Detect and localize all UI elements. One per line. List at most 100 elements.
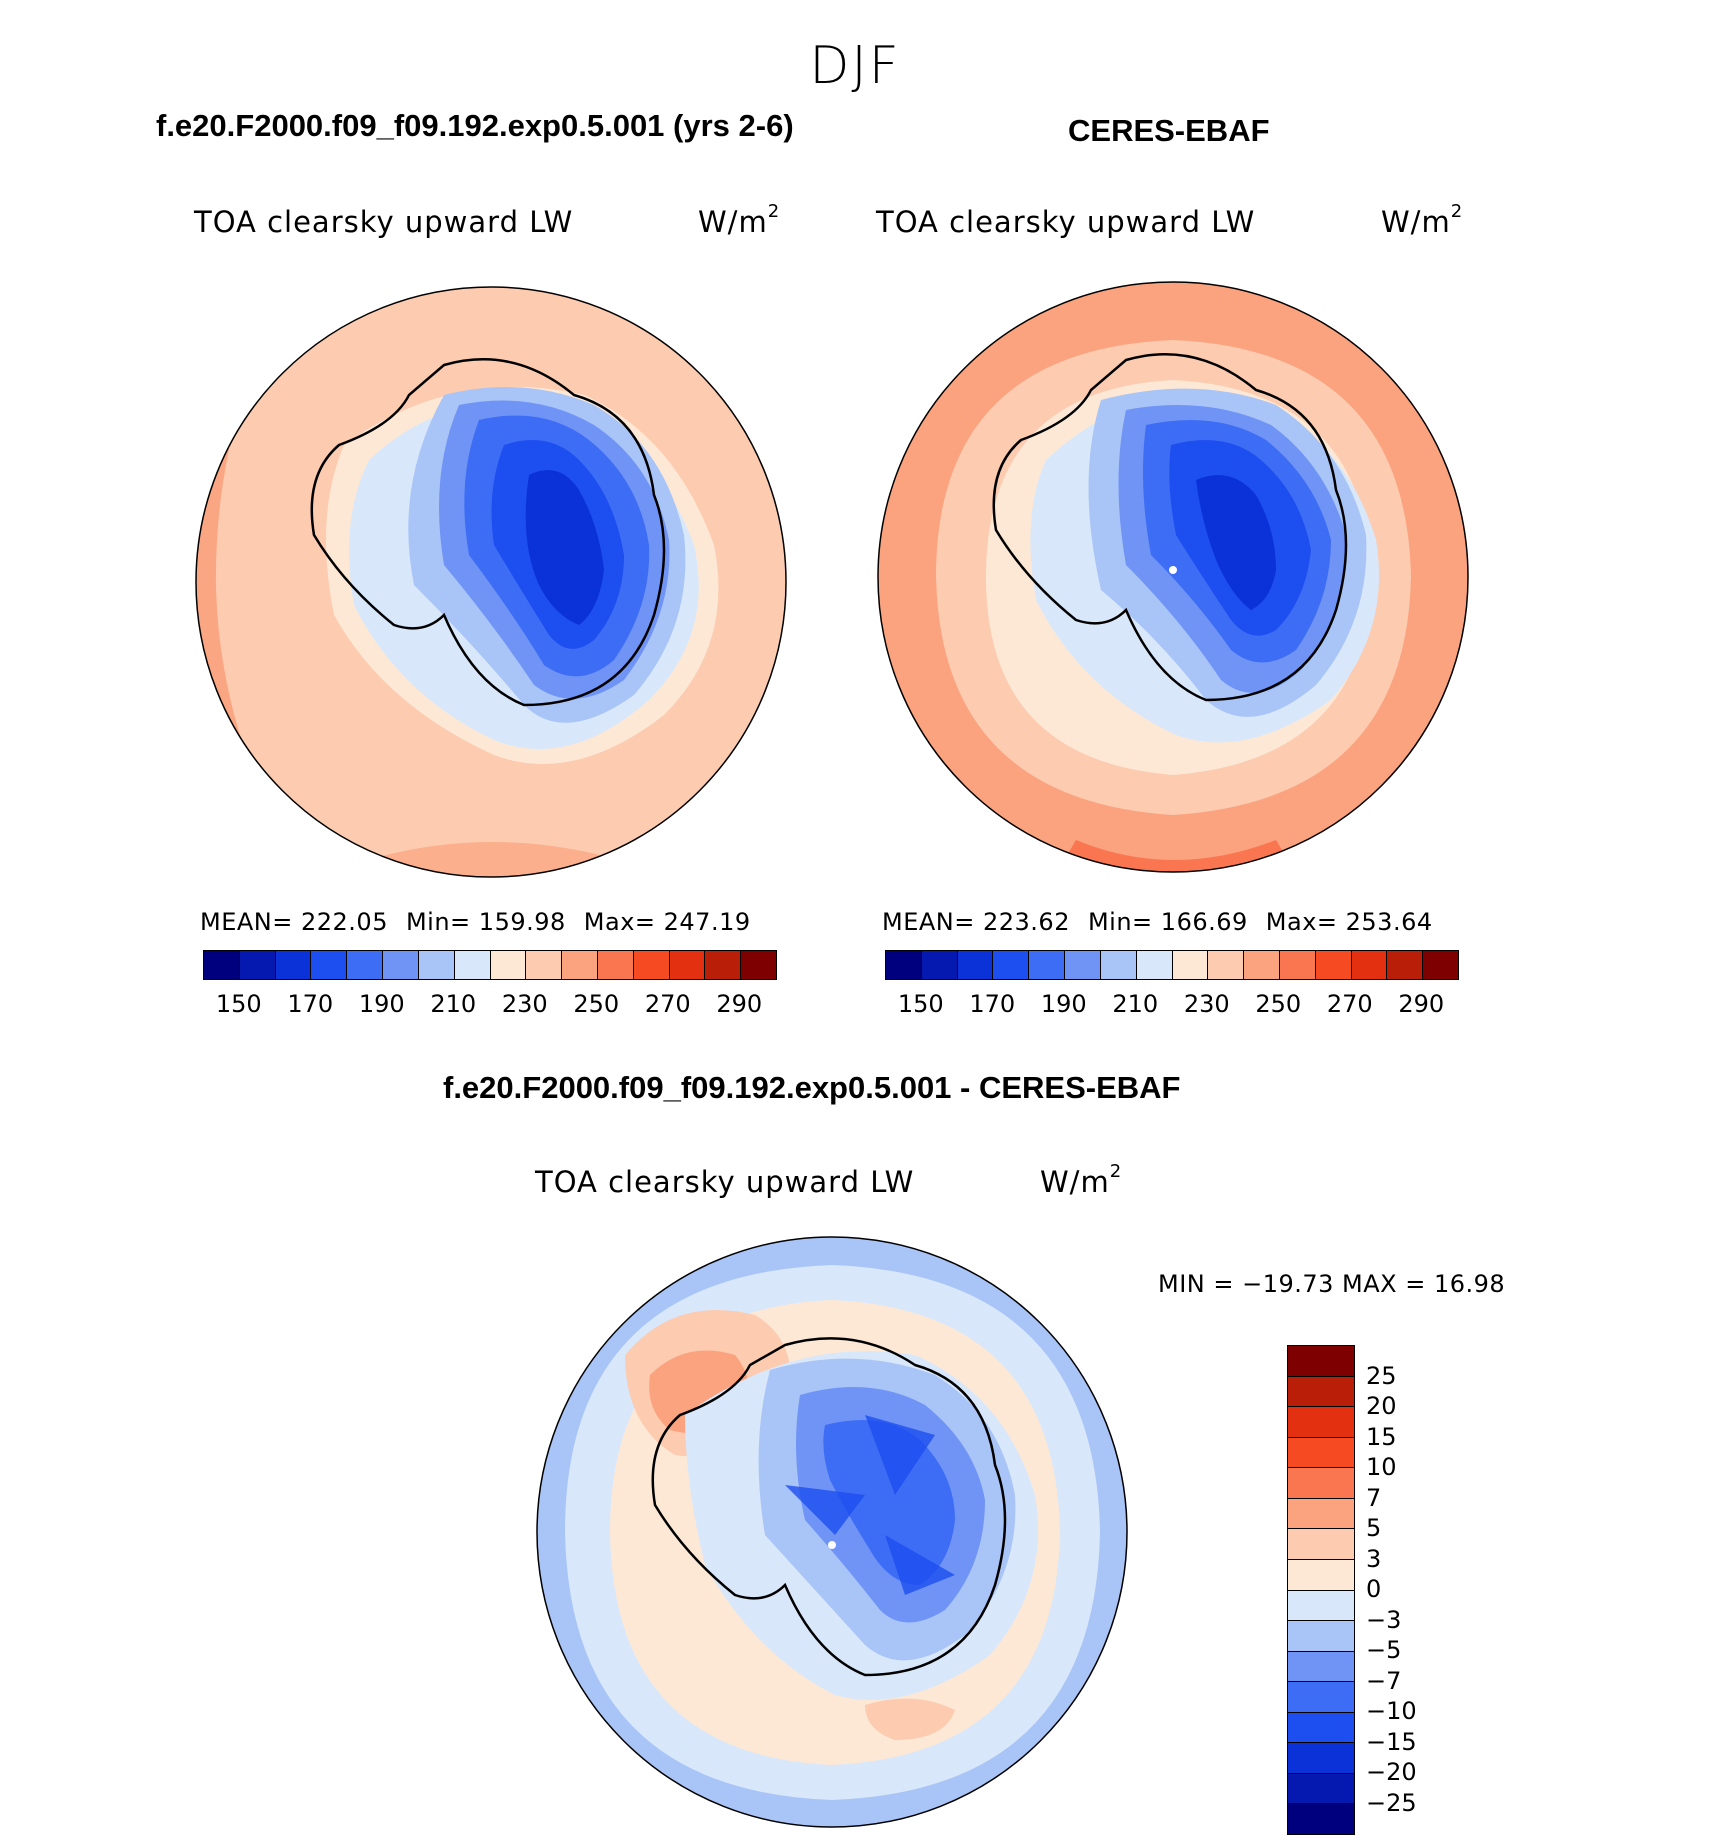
- colorbar-tick-label: 290: [716, 990, 763, 1018]
- colorbar-swatch: [1208, 951, 1245, 979]
- colorbar-tick-label: 250: [1255, 990, 1302, 1018]
- colorbar-swatch: [597, 951, 634, 979]
- colorbar-swatch: [383, 951, 419, 979]
- colorbar-tick-label: −15: [1366, 1727, 1417, 1756]
- colorbar-swatch: [526, 951, 563, 979]
- colorbar-swatch: [1288, 1651, 1354, 1683]
- panel2-variable: TOA clearsky upward LW: [876, 205, 1256, 239]
- panel1-units: W/m2: [698, 201, 781, 239]
- colorbar-swatch: [1244, 951, 1280, 979]
- colorbar-swatch: [1288, 1529, 1354, 1560]
- colorbar-swatch: [1423, 951, 1458, 979]
- panel2-title: CERES-EBAF: [1068, 113, 1270, 148]
- season-title: DJF: [809, 36, 901, 96]
- panel1-colorbar-labels: 150 170 190 210 230 250 270 290: [203, 990, 775, 1020]
- colorbar-swatch: [993, 951, 1030, 979]
- panel2-colorbar-labels: 150 170 190 210 230 250 270 290: [885, 990, 1457, 1020]
- panel1-stats: MEAN= 222.05 Min= 159.98 Max= 247.19: [200, 908, 751, 936]
- colorbar-swatch: [1288, 1437, 1354, 1469]
- panel2-map: [877, 281, 1469, 873]
- colorbar-swatch: [1288, 1743, 1354, 1774]
- colorbar-swatch: [1288, 1468, 1354, 1499]
- colorbar-swatch: [1279, 951, 1316, 979]
- colorbar-swatch: [1288, 1559, 1354, 1591]
- colorbar-swatch: [1029, 951, 1066, 979]
- colorbar-tick-label: 230: [501, 990, 548, 1018]
- panel1-colorbar: [203, 950, 777, 980]
- colorbar-swatch: [886, 951, 922, 979]
- colorbar-tick-label: 150: [215, 990, 262, 1018]
- panel1-variable: TOA clearsky upward LW: [194, 205, 574, 239]
- colorbar-tick-label: −5: [1366, 1636, 1402, 1664]
- colorbar-tick-label: 270: [1326, 990, 1373, 1018]
- colorbar-tick-label: 290: [1398, 990, 1445, 1018]
- colorbar-swatch: [705, 951, 742, 979]
- colorbar-swatch: [1315, 951, 1352, 979]
- colorbar-tick-label: −20: [1366, 1758, 1417, 1786]
- colorbar-tick-label: 0: [1366, 1575, 1382, 1603]
- panel2-colorbar: [885, 950, 1459, 980]
- panel2-stats: MEAN= 223.62 Min= 166.69 Max= 253.64: [882, 908, 1433, 936]
- colorbar-swatch: [1387, 951, 1424, 979]
- colorbar-tick-label: −7: [1366, 1666, 1402, 1695]
- colorbar-tick-label: 15: [1366, 1422, 1397, 1451]
- diff-colorbar-labels: 25 20 15 10 7 5 3 0 −3 −5 −7 −10 −15 −20 −25: [1366, 1345, 1446, 1833]
- panel1-title: f.e20.F2000.f09_f09.192.exp0.5.001 (yrs …: [156, 108, 794, 143]
- colorbar-swatch: [1288, 1682, 1354, 1713]
- colorbar-swatch: [239, 951, 276, 979]
- colorbar-swatch: [418, 951, 455, 979]
- colorbar-swatch: [311, 951, 348, 979]
- colorbar-tick-label: −3: [1366, 1605, 1402, 1634]
- colorbar-swatch: [1288, 1773, 1354, 1805]
- colorbar-swatch: [347, 951, 384, 979]
- colorbar-tick-label: 190: [358, 990, 405, 1018]
- colorbar-swatch: [957, 951, 994, 979]
- colorbar-swatch: [1288, 1621, 1354, 1652]
- colorbar-tick-label: 190: [1040, 990, 1087, 1018]
- colorbar-tick-label: 170: [287, 990, 334, 1018]
- colorbar-tick-label: 210: [1112, 990, 1159, 1018]
- colorbar-swatch: [1288, 1590, 1354, 1622]
- colorbar-swatch: [562, 951, 598, 979]
- diff-map: [536, 1236, 1128, 1828]
- colorbar-swatch: [1351, 951, 1388, 979]
- colorbar-swatch: [275, 951, 312, 979]
- colorbar-swatch: [633, 951, 670, 979]
- colorbar-tick-label: 10: [1366, 1453, 1397, 1481]
- colorbar-swatch: [669, 951, 706, 979]
- colorbar-tick-label: 25: [1366, 1361, 1397, 1390]
- colorbar-tick-label: −10: [1366, 1697, 1417, 1725]
- colorbar-tick-label: 250: [573, 990, 620, 1018]
- colorbar-tick-label: 3: [1366, 1544, 1382, 1573]
- colorbar-swatch: [1288, 1407, 1354, 1438]
- colorbar-swatch: [1288, 1804, 1354, 1834]
- panel1-map: [195, 286, 787, 878]
- diff-colorbar: [1287, 1345, 1355, 1835]
- colorbar-swatch: [1136, 951, 1173, 979]
- diff-title: f.e20.F2000.f09_f09.192.exp0.5.001 - CER…: [443, 1070, 1181, 1105]
- colorbar-tick-label: 230: [1183, 990, 1230, 1018]
- colorbar-swatch: [921, 951, 958, 979]
- colorbar-swatch: [454, 951, 491, 979]
- diff-units: W/m2: [1040, 1161, 1123, 1199]
- colorbar-tick-label: 170: [969, 990, 1016, 1018]
- colorbar-swatch: [1065, 951, 1101, 979]
- colorbar-swatch: [1288, 1498, 1354, 1530]
- colorbar-swatch: [1288, 1346, 1354, 1377]
- colorbar-tick-label: 270: [644, 990, 691, 1018]
- colorbar-swatch: [1172, 951, 1209, 979]
- colorbar-tick-label: 5: [1366, 1514, 1382, 1542]
- colorbar-swatch: [1288, 1712, 1354, 1744]
- colorbar-swatch: [204, 951, 240, 979]
- colorbar-tick-label: 7: [1366, 1483, 1382, 1512]
- diff-minmax: MIN = −19.73 MAX = 16.98: [1158, 1270, 1506, 1298]
- colorbar-swatch: [1100, 951, 1137, 979]
- colorbar-tick-label: 20: [1366, 1392, 1397, 1420]
- diff-variable: TOA clearsky upward LW: [535, 1165, 915, 1199]
- panel2-units: W/m2: [1381, 201, 1464, 239]
- colorbar-swatch: [1288, 1376, 1354, 1408]
- colorbar-tick-label: 210: [430, 990, 477, 1018]
- colorbar-swatch: [490, 951, 527, 979]
- colorbar-swatch: [741, 951, 776, 979]
- colorbar-tick-label: 150: [897, 990, 944, 1018]
